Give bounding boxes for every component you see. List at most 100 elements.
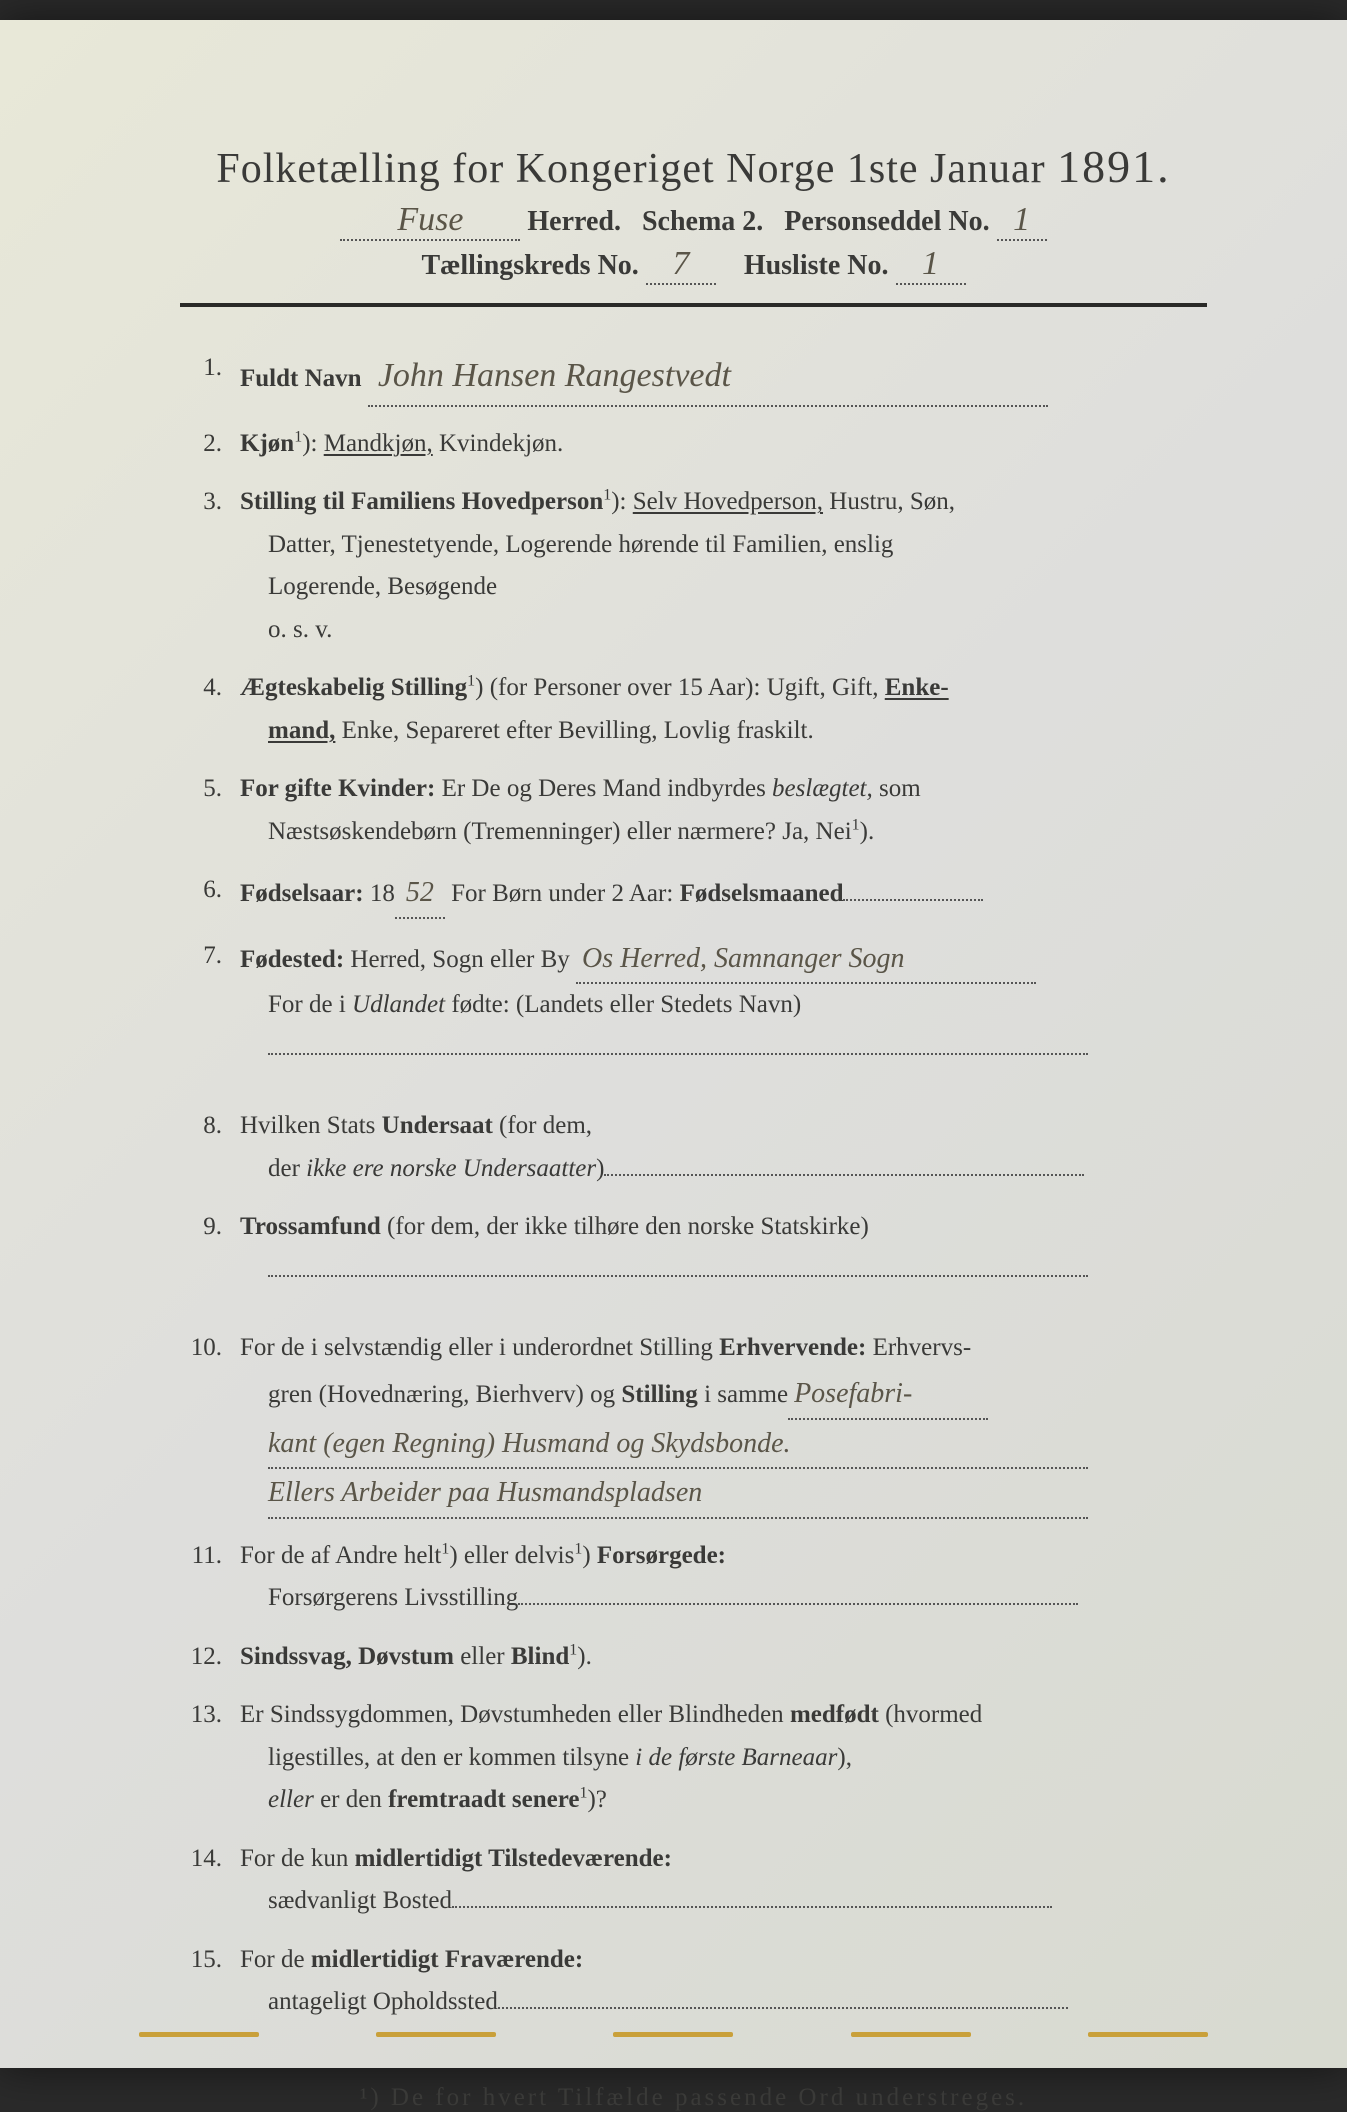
q5-label: For gifte Kvinder: — [240, 775, 435, 802]
item-num: 2. — [180, 423, 240, 466]
q8-text2: (for dem, — [493, 1112, 592, 1139]
subtitle-row-1: Fuse Herred. Schema 2. Personseddel No. … — [180, 201, 1207, 241]
q6-value: 52 — [406, 877, 434, 908]
item-8: 8. Hvilken Stats Undersaat (for dem, der… — [180, 1105, 1207, 1190]
item-15: 15. For de midlertidigt Fraværende: anta… — [180, 1939, 1207, 2024]
q13-line3b: er den — [314, 1786, 388, 1813]
item-7: 7. Fødested: Herred, Sogn eller By Os He… — [180, 935, 1207, 1070]
q5-text: Er De og Deres Mand indbyrdes — [435, 775, 772, 802]
item-num: 3. — [180, 481, 240, 651]
q10-v3: Ellers Arbeider paa Husmandspladsen — [268, 1477, 702, 1508]
item-num: 5. — [180, 768, 240, 853]
item-10: 10. For de i selvstændig eller i underor… — [180, 1327, 1207, 1518]
q5-italic: beslægtet, — [772, 775, 873, 802]
item-num: 12. — [180, 1636, 240, 1679]
item-12: 12. Sindssvag, Døvstum eller Blind1). — [180, 1636, 1207, 1679]
q6-rest: For Børn under 2 Aar: — [445, 880, 680, 907]
q11-label: Forsørgede: — [591, 1542, 726, 1569]
subtitle-row-2: Tællingskreds No. 7 Husliste No. 1 — [180, 245, 1207, 285]
item-num: 8. — [180, 1105, 240, 1190]
q13-line2a: ligestilles, at den er kommen tilsyne — [268, 1744, 635, 1771]
q3-rest: Hustru, Søn, — [823, 488, 955, 515]
census-form-page: Folketælling for Kongeriget Norge 1ste J… — [0, 20, 1347, 2068]
kreds-value: 7 — [672, 245, 689, 282]
q10-v1: Posefabri- — [794, 1378, 912, 1409]
q2-underlined: Mandkjøn, — [324, 430, 433, 457]
q6-label2: Fødselsmaaned — [680, 880, 844, 907]
stitch — [613, 2032, 733, 2037]
q13-text2: (hvormed — [879, 1701, 982, 1728]
q10-line2c: i samme — [698, 1381, 788, 1408]
item-num: 6. — [180, 869, 240, 919]
item-num: 14. — [180, 1838, 240, 1923]
stitch — [376, 2032, 496, 2037]
husliste-label: Husliste No. — [744, 250, 889, 281]
item-3: 3. Stilling til Familiens Hovedperson1):… — [180, 481, 1207, 651]
q8-line2b: ikke ere norske Undersaatter — [306, 1155, 596, 1182]
item-num: 13. — [180, 1694, 240, 1822]
q3-underlined: Selv Hovedperson, — [633, 488, 823, 515]
q14-label: midlertidigt Tilstedeværende: — [355, 1845, 672, 1872]
item-2: 2. Kjøn1): Mandkjøn, Kvindekjøn. — [180, 423, 1207, 466]
q6-prefix: 18 — [364, 880, 395, 907]
stitch — [1088, 2032, 1208, 2037]
q13-label: medfødt — [790, 1701, 879, 1728]
q13-line3a: eller — [268, 1786, 314, 1813]
q4-paren: (for Personer over 15 Aar): Ugift, Gift, — [483, 674, 884, 701]
item-11: 11. For de af Andre helt1) eller delvis1… — [180, 1535, 1207, 1620]
q15-text: For de — [240, 1946, 311, 1973]
item-9: 9. Trossamfund (for dem, der ikke tilhør… — [180, 1206, 1207, 1291]
schema-label: Schema 2. — [642, 206, 763, 237]
item-num: 10. — [180, 1327, 240, 1518]
q13-text1: Er Sindssygdommen, Døvstumheden eller Bl… — [240, 1701, 790, 1728]
q7-label: Fødested: — [240, 946, 344, 973]
title-year: 1891. — [1057, 141, 1171, 192]
personseddel-value: 1 — [1013, 201, 1030, 238]
q7-line2a: For de i — [268, 991, 352, 1018]
page-title: Folketælling for Kongeriget Norge 1ste J… — [180, 140, 1207, 193]
item-num: 7. — [180, 935, 240, 1070]
q4-label: Ægteskabelig Stilling — [240, 674, 467, 701]
title-text: Folketælling for Kongeriget Norge 1ste J… — [216, 146, 1045, 192]
q3-line3: Logerende, Besøgende — [240, 566, 1207, 609]
q13-line3c: fremtraadt senere — [388, 1786, 579, 1813]
q8-line2c: ) — [596, 1155, 604, 1182]
q9-label: Trossamfund — [240, 1213, 381, 1240]
q14-line2: sædvanligt Bosted — [268, 1887, 452, 1914]
q12-text: eller — [454, 1643, 511, 1670]
item-num: 4. — [180, 667, 240, 752]
q3-line2: Datter, Tjenestetyende, Logerende hørend… — [240, 524, 1207, 567]
q8-text1: Hvilken Stats — [240, 1112, 382, 1139]
stitch — [851, 2032, 971, 2037]
q7-line2c: fødte: (Landets eller Stedets Navn) — [445, 991, 801, 1018]
item-13: 13. Er Sindssygdommen, Døvstumheden elle… — [180, 1694, 1207, 1822]
q13-line2b: i de første Barneaar — [635, 1744, 837, 1771]
header-divider — [180, 303, 1207, 307]
q10-line2b: Stilling — [621, 1381, 697, 1408]
q5-text2: som — [873, 775, 921, 802]
q11-text2: eller delvis — [458, 1542, 575, 1569]
q13-line2c: ), — [837, 1744, 852, 1771]
q3-line4: o. s. v. — [240, 609, 1207, 652]
item-num: 1. — [180, 347, 240, 407]
stitch — [139, 2032, 259, 2037]
q12-label2: Blind — [511, 1643, 569, 1670]
q4-line2-ul: mand, — [268, 717, 335, 744]
q3-label: Stilling til Familiens Hovedperson — [240, 488, 603, 515]
q2-label: Kjøn — [240, 430, 294, 457]
item-14: 14. For de kun midlertidigt Tilstedevære… — [180, 1838, 1207, 1923]
q4-ul: Enke- — [885, 674, 949, 701]
item-4: 4. Ægteskabelig Stilling1) (for Personer… — [180, 667, 1207, 752]
q1-value: John Hansen Rangestvedt — [378, 357, 731, 394]
footnote: ¹) De for hvert Tilfælde passende Ord un… — [180, 2084, 1207, 2112]
item-5: 5. For gifte Kvinder: Er De og Deres Man… — [180, 768, 1207, 853]
q2-rest: Kvindekjøn. — [433, 430, 564, 457]
husliste-value: 1 — [922, 245, 939, 282]
q10-text1: For de i selvstændig eller i underordnet… — [240, 1334, 719, 1361]
item-num: 9. — [180, 1206, 240, 1291]
q4-line2-rest: Enke, Separeret efter Bevilling, Lovlig … — [335, 717, 813, 744]
kreds-label: Tællingskreds No. — [421, 250, 638, 281]
q7-line2b: Udlandet — [352, 991, 445, 1018]
item-1: 1. Fuldt Navn John Hansen Rangestvedt — [180, 347, 1207, 407]
form-items: 1. Fuldt Navn John Hansen Rangestvedt 2.… — [180, 347, 1207, 2024]
